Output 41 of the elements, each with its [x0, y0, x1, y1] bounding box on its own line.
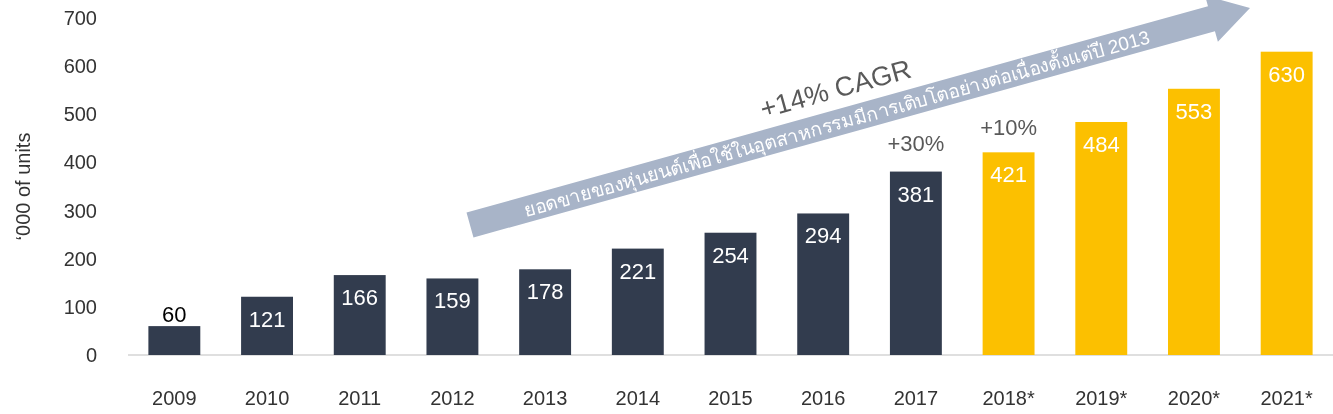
y-tick-label: 100 [63, 295, 97, 318]
bar [519, 269, 572, 355]
data-label: 159 [434, 288, 471, 314]
y-tick-label: 0 [85, 344, 97, 366]
bar [333, 275, 386, 355]
x-tick-label: 2009 [152, 387, 197, 409]
y-tick-label: 600 [63, 55, 97, 78]
x-tick-label: 2011 [338, 387, 382, 409]
bar [241, 296, 293, 355]
x-tick-label: 2010 [244, 387, 290, 409]
data-label: 254 [712, 242, 749, 268]
x-tick-label: 2012 [430, 387, 475, 409]
x-tick-label: 2021* [1260, 387, 1314, 409]
y-tick-label: 500 [63, 103, 97, 126]
data-label: 166 [341, 285, 379, 311]
x-tick-label: 2013 [522, 387, 568, 409]
data-label: 630 [1268, 61, 1306, 87]
x-tick-label: 2017 [893, 387, 939, 409]
y-axis-title: ‘000 of units [12, 132, 34, 241]
bar [1260, 51, 1313, 355]
x-tick-label: 2020* [1167, 387, 1221, 409]
bar [148, 326, 201, 355]
x-tick-label: 2014 [615, 387, 661, 409]
data-label: 221 [619, 258, 657, 284]
data-label: 294 [804, 223, 842, 249]
x-tick-label: 2018* [982, 387, 1035, 409]
y-tick-label: 300 [63, 199, 97, 222]
data-label: 60 [162, 302, 187, 328]
bar [426, 278, 479, 355]
x-tick-label: 2016 [800, 387, 846, 409]
x-tick-label: 2015 [708, 387, 753, 409]
data-label: 178 [526, 279, 564, 305]
bar [611, 248, 664, 355]
data-label: 121 [248, 306, 286, 332]
x-tick-label: 2019* [1075, 387, 1128, 409]
y-tick-label: 700 [63, 7, 97, 29]
data-label: 553 [1175, 98, 1213, 124]
y-tick-label: 400 [63, 151, 97, 174]
bar [704, 232, 757, 355]
y-tick-label: 200 [63, 247, 97, 270]
bar [1168, 88, 1220, 355]
